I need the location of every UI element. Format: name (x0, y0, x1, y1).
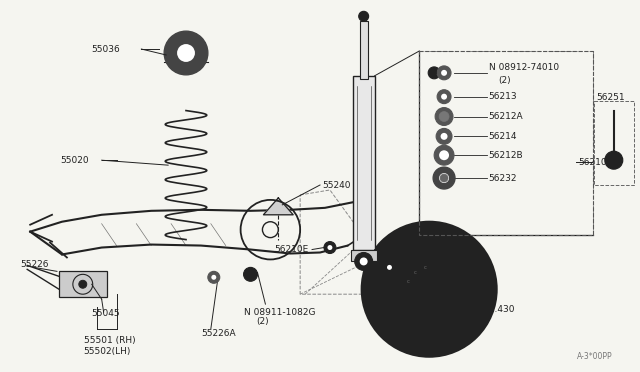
Circle shape (436, 128, 452, 144)
Circle shape (164, 31, 208, 75)
Circle shape (441, 70, 447, 76)
Circle shape (428, 67, 440, 79)
Circle shape (437, 66, 451, 80)
Circle shape (208, 271, 220, 283)
Text: 55226: 55226 (20, 260, 49, 269)
Circle shape (79, 280, 87, 288)
Text: 55502(LH): 55502(LH) (84, 347, 131, 356)
Text: N 08911-1082G: N 08911-1082G (244, 308, 315, 317)
Text: N 08912-74010: N 08912-74010 (489, 63, 559, 73)
Circle shape (417, 277, 441, 301)
Text: 56210K: 56210K (578, 158, 612, 167)
Text: N: N (361, 14, 366, 19)
Circle shape (434, 145, 454, 165)
Circle shape (360, 257, 367, 265)
Text: SEE SEC.430: SEE SEC.430 (457, 305, 515, 314)
Text: (2): (2) (499, 76, 511, 85)
Bar (351, 250, 376, 262)
Circle shape (387, 265, 392, 270)
Text: 56232: 56232 (489, 174, 517, 183)
Circle shape (383, 262, 396, 273)
Circle shape (328, 245, 332, 250)
Polygon shape (264, 198, 293, 215)
Circle shape (324, 241, 336, 253)
Text: 56212B: 56212B (489, 151, 524, 160)
Bar (594, 101, 634, 185)
Text: 55020: 55020 (60, 156, 88, 165)
Circle shape (433, 167, 455, 189)
Text: 56214: 56214 (489, 132, 517, 141)
Circle shape (439, 112, 449, 122)
Circle shape (211, 275, 216, 280)
Bar (419, 51, 593, 235)
Text: N: N (431, 70, 437, 76)
Bar (353, 76, 374, 250)
Circle shape (439, 150, 449, 160)
Text: A-3*00PP: A-3*00PP (577, 352, 612, 361)
Text: N: N (248, 272, 253, 277)
Bar (59, 271, 107, 297)
Bar (360, 21, 367, 79)
Circle shape (437, 90, 451, 104)
Text: c: c (413, 270, 417, 275)
Text: (2): (2) (257, 317, 269, 327)
Circle shape (440, 133, 447, 140)
Circle shape (440, 174, 448, 182)
Circle shape (355, 253, 372, 270)
Circle shape (610, 156, 618, 164)
Text: 56213: 56213 (489, 92, 517, 101)
Text: 56251: 56251 (596, 93, 625, 102)
Circle shape (244, 267, 257, 281)
Text: c: c (407, 279, 410, 284)
Circle shape (177, 44, 195, 62)
Circle shape (440, 113, 448, 121)
Circle shape (399, 259, 459, 319)
Text: 55045: 55045 (92, 308, 120, 318)
Circle shape (362, 222, 497, 357)
Circle shape (439, 173, 449, 183)
Text: 55036: 55036 (92, 45, 120, 54)
Text: 56212A: 56212A (489, 112, 524, 121)
Text: 55240: 55240 (322, 180, 351, 189)
Text: 55226A: 55226A (201, 329, 236, 339)
Text: c: c (424, 265, 427, 270)
Circle shape (358, 11, 369, 21)
Circle shape (441, 94, 447, 100)
Circle shape (605, 151, 623, 169)
Text: 56210A: 56210A (453, 257, 488, 266)
Circle shape (435, 108, 453, 125)
Text: 55501 (RH): 55501 (RH) (84, 336, 136, 345)
Text: 56210E: 56210E (274, 245, 308, 254)
